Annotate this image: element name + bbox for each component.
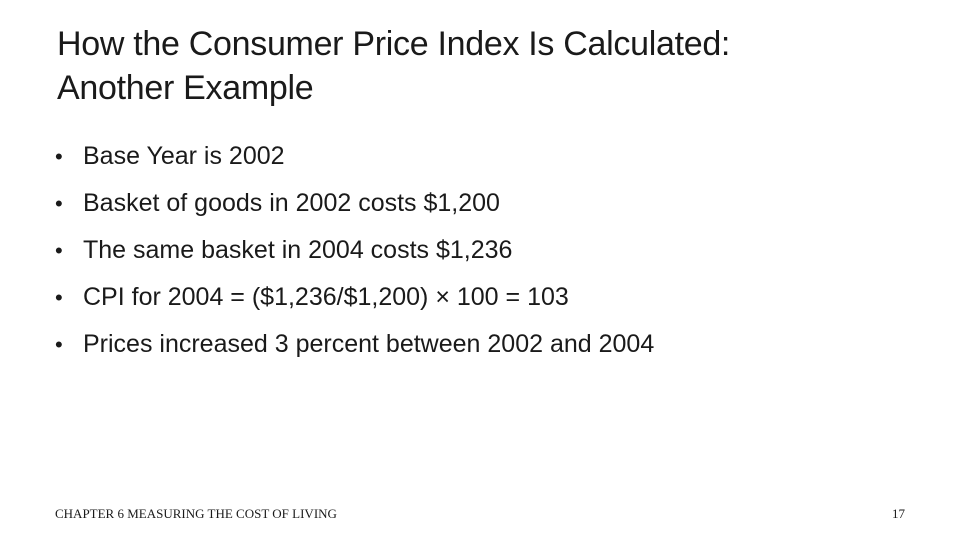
bullet-text: Base Year is 2002: [83, 142, 285, 170]
bullet-dot-icon: •: [55, 285, 63, 310]
bullet-text: Prices increased 3 percent between 2002 …: [83, 330, 655, 358]
slide-title-line-2: Another Example: [57, 69, 314, 107]
bullet-dot-icon: •: [55, 238, 63, 263]
footer-page-number: 17: [892, 506, 905, 521]
footer-chapter-title: CHAPTER 6 MEASURING THE COST OF LIVING: [55, 506, 337, 521]
bullet-item: • The same basket in 2004 costs $1,236: [55, 227, 935, 274]
bullet-item: • Prices increased 3 percent between 200…: [55, 321, 935, 368]
bullet-text: Basket of goods in 2002 costs $1,200: [83, 189, 500, 217]
bullet-dot-icon: •: [55, 144, 63, 169]
bullet-item: • Base Year is 2002: [55, 133, 935, 180]
bullet-list: • Base Year is 2002 • Basket of goods in…: [55, 133, 935, 368]
slide-title: How the Consumer Price Index Is Calculat…: [57, 22, 917, 110]
bullet-item: • Basket of goods in 2002 costs $1,200: [55, 180, 935, 227]
bullet-text: The same basket in 2004 costs $1,236: [83, 236, 513, 264]
bullet-dot-icon: •: [55, 332, 63, 357]
bullet-item: • CPI for 2004 = ($1,236/$1,200) × 100 =…: [55, 274, 935, 321]
bullet-text: CPI for 2004 = ($1,236/$1,200) × 100 = 1…: [83, 283, 569, 311]
bullet-dot-icon: •: [55, 191, 63, 216]
slide-title-line-1: How the Consumer Price Index Is Calculat…: [57, 25, 731, 63]
